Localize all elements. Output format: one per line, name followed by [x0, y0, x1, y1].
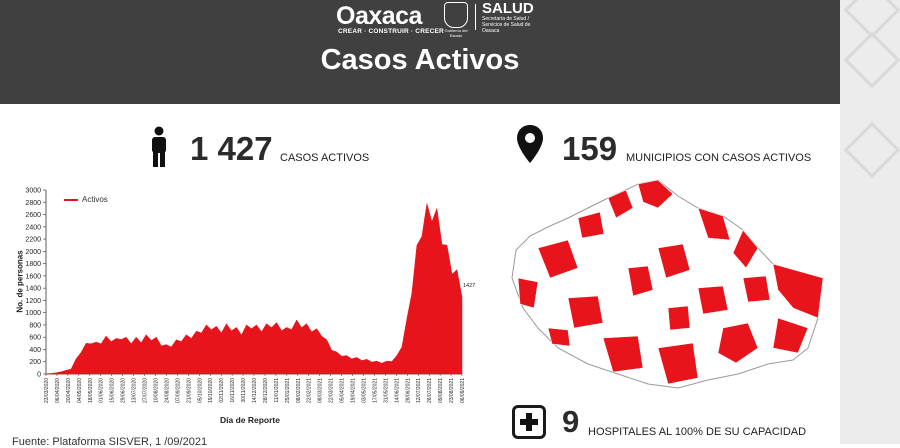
x-tick-label: 30/11/2020 — [241, 378, 247, 403]
active-cases-value: 1 427 — [190, 130, 273, 167]
y-tick-label: 1800 — [25, 261, 41, 268]
x-tick-label: 06/04/2020 — [55, 378, 61, 403]
source-note: Fuente: Plataforma SISVER, 1 /09/2021 — [12, 436, 208, 448]
x-tick-label: 07/09/2020 — [175, 378, 181, 403]
active-cases-chart: 0 200 400 600 800 1000 1200 1400 1600 1800 2000 220… — [25, 188, 466, 404]
y-tick-label: 3000 — [25, 188, 41, 195]
x-tick-label: 16/11/2020 — [230, 378, 236, 403]
y-tick-label: 2400 — [25, 224, 41, 231]
x-tick-label: 05/10/2020 — [197, 378, 203, 403]
x-tick-label: 28/12/2020 — [263, 378, 269, 403]
x-tick-label: 08/02/2021 — [296, 378, 302, 403]
x-tick-label: 22/02/2021 — [307, 378, 313, 403]
y-tick-label: 2200 — [25, 237, 41, 244]
x-tick-label: 23/08/2021 — [449, 378, 455, 403]
x-tick-label: 12/07/2021 — [416, 378, 422, 403]
x-tick-label: 08/03/2021 — [318, 378, 324, 403]
oaxaca-logo: Oaxaca — [336, 2, 422, 30]
y-tick-label: 1600 — [25, 273, 41, 280]
x-tick-label: 10/08/2020 — [153, 378, 159, 403]
header-bar: Oaxaca CREAR · CONSTRUIR · CRECER Gobier… — [0, 0, 840, 104]
x-tick-label: 19/10/2020 — [208, 378, 214, 403]
municipalities-value: 159 — [562, 130, 618, 167]
x-tick-label: 25/01/2021 — [285, 378, 291, 403]
hospital-plus-icon — [512, 405, 546, 439]
x-tick-label: 28/06/2021 — [405, 378, 411, 403]
y-tick-label: 600 — [29, 335, 41, 342]
x-tick-label: 18/05/2020 — [88, 378, 94, 403]
x-tick-label: 13/07/2020 — [132, 378, 138, 403]
x-tick-label: 27/07/2020 — [143, 378, 149, 403]
x-tick-label: 11/01/2021 — [274, 378, 280, 403]
decorative-strip — [840, 0, 900, 444]
x-tick-label: 20/04/2020 — [66, 378, 72, 403]
x-tick-label: 22/03/2021 — [329, 378, 335, 403]
x-tick-label: 15/06/2020 — [110, 378, 116, 403]
hospitals-value: 9 — [562, 404, 580, 439]
x-tick-label: 05/04/2021 — [340, 378, 346, 403]
activos-area — [45, 203, 463, 375]
y-tick-label: 800 — [29, 322, 41, 329]
active-cases-label: CASOS ACTIVOS — [280, 152, 370, 164]
legend-swatch — [64, 199, 78, 201]
x-tick-label: 24/08/2020 — [164, 378, 170, 403]
logo-divider — [475, 4, 476, 30]
y-tick-label: 1000 — [25, 310, 41, 317]
x-tick-label: 21/09/2020 — [186, 378, 192, 403]
x-tick-label: 14/06/2021 — [394, 378, 400, 403]
y-tick-label: 1200 — [25, 298, 41, 305]
x-tick-label: 01/06/2020 — [99, 378, 105, 403]
diamond-icon — [843, 31, 900, 89]
x-tick-label: 03/05/2021 — [361, 378, 367, 403]
last-value-label: 1427 — [463, 283, 476, 289]
y-tick-label: 200 — [29, 359, 41, 366]
legend-label: Activos — [82, 195, 108, 204]
municipalities-label: MUNICIPIOS CON CASOS ACTIVOS — [626, 152, 812, 164]
x-tick-label: 29/06/2020 — [121, 378, 127, 403]
x-tick-label: 09/08/2021 — [438, 378, 444, 403]
y-axis-label: No. de personas — [15, 250, 25, 313]
y-tick-label: 2800 — [25, 200, 41, 207]
x-tick-label: 02/11/2020 — [219, 378, 225, 403]
x-tick-label: 23/03/2020 — [44, 378, 50, 403]
x-tick-label: 31/05/2021 — [383, 378, 389, 403]
x-axis-label: Día de Reporte — [220, 415, 280, 425]
y-tick-label: 2600 — [25, 212, 41, 219]
salud-subtitle: Secretaría de Salud / Servicios de Salud… — [482, 16, 531, 34]
y-tick-label: 2000 — [25, 249, 41, 256]
seal-caption: Gobierno del Estado — [444, 28, 468, 38]
page-title: Casos Activos — [320, 44, 520, 76]
x-tick-label: 19/04/2021 — [351, 378, 357, 403]
x-tick-label: 06/09/2021 — [460, 378, 466, 403]
x-tick-label: 26/07/2021 — [427, 378, 433, 403]
x-tick-label: 04/05/2020 — [77, 378, 83, 403]
y-tick-label: 400 — [29, 347, 41, 354]
diamond-icon — [843, 121, 900, 179]
y-tick-label: 0 — [37, 372, 41, 379]
y-tick-label: 1400 — [25, 286, 41, 293]
x-tick-label: 17/05/2021 — [372, 378, 378, 403]
location-pin-icon — [517, 125, 543, 163]
hospitals-label: HOSPITALES AL 100% DE SU CAPACIDAD — [588, 426, 807, 438]
person-icon — [152, 126, 166, 167]
oaxaca-map — [511, 179, 824, 389]
oaxaca-tagline: CREAR · CONSTRUIR · CRECER — [338, 28, 444, 35]
state-seal-icon — [444, 2, 468, 28]
x-tick-label: 14/12/2020 — [252, 378, 258, 403]
salud-logo: SALUD — [482, 0, 534, 17]
